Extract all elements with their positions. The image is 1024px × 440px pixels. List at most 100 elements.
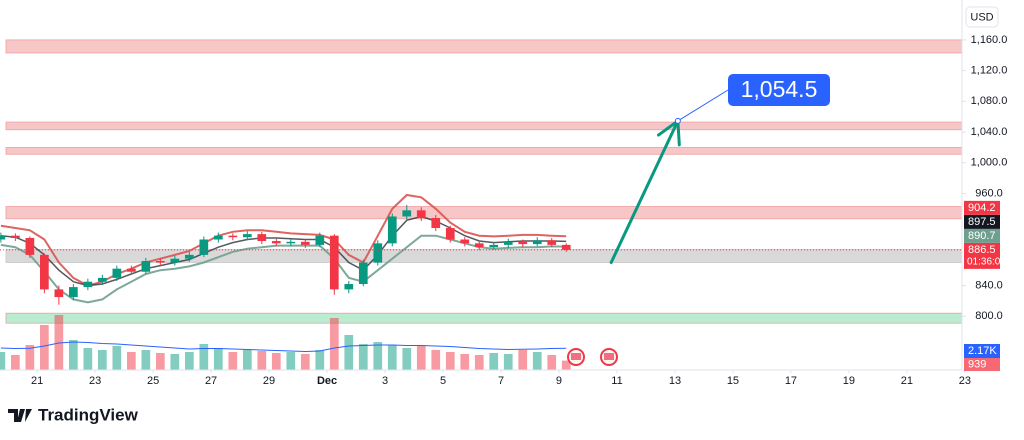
band-label: 897.5: [968, 216, 996, 228]
candle-body: [0, 235, 6, 240]
candle-body: [155, 260, 165, 263]
x-tick-label: 21: [901, 375, 913, 387]
candle-body: [257, 234, 267, 242]
candle-body: [25, 237, 35, 255]
volume-bar: [112, 346, 122, 370]
candle-body: [518, 241, 528, 245]
overlay: 1,054.5: [0, 74, 962, 265]
x-tick-label: 21: [31, 375, 43, 387]
volume-bar: [54, 315, 64, 370]
band-line: [0, 193, 567, 287]
zone: [5, 146, 963, 155]
band-label-box: [964, 200, 1000, 215]
volume-bar: [242, 350, 252, 370]
volume-bar: [170, 354, 180, 370]
price-label: 886.5: [968, 244, 996, 256]
volume-ma-label: 2.17K: [968, 345, 997, 357]
volume-bar: [199, 344, 209, 370]
x-tick-label: 23: [89, 375, 101, 387]
candle-body: [561, 244, 571, 250]
band-label-box: [964, 228, 1000, 243]
x-tick-label: 5: [440, 375, 446, 387]
price-label-box: [964, 242, 1000, 269]
volume-bar: [25, 345, 35, 370]
band-label: 904.2: [968, 202, 996, 214]
volume-bar: [402, 348, 412, 370]
x-tick-label: 27: [205, 375, 217, 387]
zones: [5, 39, 963, 324]
volume-bar: [40, 325, 49, 370]
brand: TradingView: [38, 405, 139, 424]
candle-body: [112, 268, 122, 278]
candle-body: [344, 284, 354, 290]
candle-body: [83, 281, 93, 288]
band-line: [0, 234, 567, 304]
volume-bar: [547, 355, 557, 370]
y-tick-label: 800.0: [975, 310, 1003, 322]
x-tick-label: 11: [611, 375, 622, 387]
target-label: 1,054.5: [741, 76, 818, 102]
y-tick-label: 1,040.0: [971, 126, 1008, 138]
volume-bar: [532, 352, 542, 370]
countdown: 01:36:08: [967, 257, 1006, 268]
volume-label: 939: [968, 358, 986, 370]
volume-bar: [141, 350, 151, 370]
candle-body: [445, 227, 455, 240]
zone: [5, 312, 963, 324]
candle-body: [54, 289, 64, 298]
volume-bar: [416, 346, 426, 370]
y-tick-label: 1,000.0: [971, 157, 1008, 169]
x-tick-label: 15: [727, 375, 739, 387]
zone: [5, 121, 963, 131]
candle-body: [126, 268, 136, 272]
volume-bar: [503, 354, 513, 370]
y-tick-label: 1,120.0: [971, 65, 1008, 77]
target-connector: [677, 89, 729, 122]
logo-mark: [8, 409, 32, 422]
currency-box[interactable]: [965, 6, 999, 28]
candle-body: [489, 244, 499, 248]
volume-bar: [431, 350, 441, 370]
volume-bar: [329, 318, 339, 370]
candle-body: [69, 287, 78, 298]
candle-body: [97, 277, 107, 282]
volume-bar: [300, 354, 310, 370]
candle-body: [271, 241, 281, 244]
volume-bar: [460, 354, 470, 370]
volume-bar: [358, 344, 368, 370]
volume-bar: [489, 353, 499, 370]
logo[interactable]: TradingView: [8, 405, 139, 424]
y-tick-label: 1,080.0: [971, 95, 1008, 107]
volume-bar: [373, 342, 383, 370]
volume-bar: [184, 352, 194, 370]
volume-bar: [387, 345, 397, 370]
x-tick-label: 3: [382, 375, 388, 387]
volume-bar: [518, 350, 528, 370]
volume-bar: [286, 352, 296, 370]
candle-body: [170, 258, 180, 263]
volume-bar: [213, 348, 223, 370]
x-tick-label: Dec: [317, 375, 337, 387]
volume-bar: [126, 352, 136, 370]
candle-body: [329, 235, 339, 290]
candle-body: [213, 235, 223, 240]
y-tick-label: 840.0: [975, 279, 1003, 291]
candle-body: [460, 239, 470, 244]
volume-bar: [474, 355, 484, 370]
candle-body: [184, 254, 194, 259]
band-label-box: [964, 214, 1000, 229]
candle-body: [242, 234, 252, 238]
candle-body: [387, 216, 397, 244]
volume-bar: [315, 350, 325, 370]
event-icons[interactable]: [567, 348, 618, 366]
volume-bar: [155, 353, 165, 370]
volume-bar: [344, 335, 354, 370]
candle-body: [228, 235, 238, 238]
candle-body: [547, 240, 557, 245]
candle-body: [11, 235, 20, 238]
volume-bar: [0, 352, 6, 370]
target-box: [728, 74, 830, 106]
x-tick-label: 7: [498, 375, 504, 387]
y-tick-label: 1,160.0: [971, 34, 1008, 46]
x-tick-label: 17: [785, 375, 797, 387]
